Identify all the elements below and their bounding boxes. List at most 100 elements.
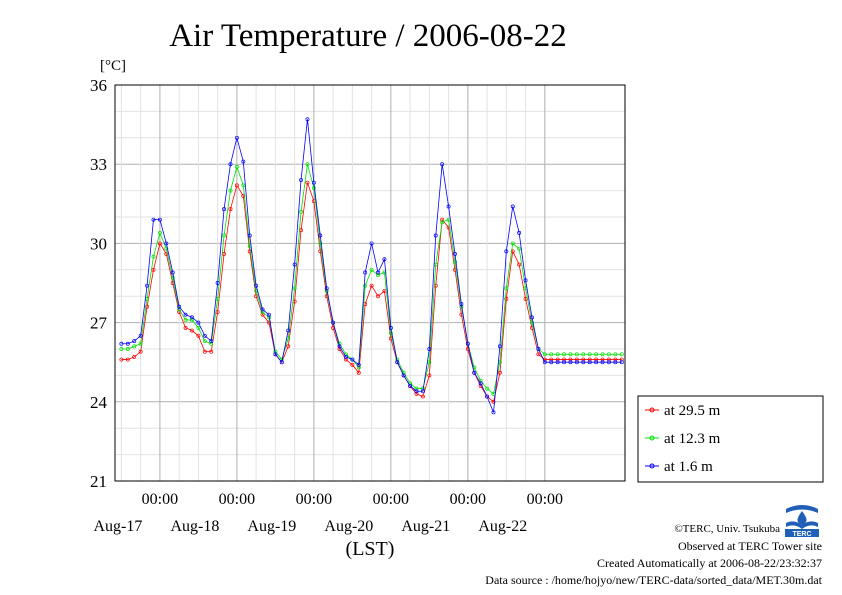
data-point bbox=[183, 312, 188, 317]
data-point bbox=[376, 273, 380, 278]
data-point bbox=[491, 410, 496, 415]
data-point bbox=[420, 389, 425, 394]
data-point bbox=[555, 352, 560, 357]
y-tick-label: 33 bbox=[90, 155, 107, 174]
data-point bbox=[151, 217, 156, 222]
data-point bbox=[594, 357, 599, 362]
data-point bbox=[267, 312, 271, 317]
data-point bbox=[222, 233, 227, 238]
data-point bbox=[138, 341, 143, 346]
data-point bbox=[478, 381, 483, 386]
data-point bbox=[581, 352, 586, 357]
data-point bbox=[279, 360, 284, 365]
data-point bbox=[183, 318, 188, 322]
data-point bbox=[600, 360, 605, 365]
data-point bbox=[555, 357, 560, 362]
data-point bbox=[305, 180, 310, 185]
data-point bbox=[164, 246, 169, 251]
logo-wave-top bbox=[786, 505, 818, 513]
data-point bbox=[382, 257, 387, 262]
data-point bbox=[157, 230, 162, 235]
data-point bbox=[472, 370, 477, 375]
data-point bbox=[190, 318, 194, 322]
data-point bbox=[587, 357, 592, 362]
data-point bbox=[369, 267, 374, 272]
data-point bbox=[510, 249, 515, 254]
data-point bbox=[613, 357, 618, 362]
plot-frame bbox=[114, 84, 626, 482]
data-point bbox=[132, 339, 137, 344]
data-point bbox=[202, 333, 207, 338]
data-point bbox=[222, 207, 227, 212]
data-point bbox=[119, 341, 124, 346]
data-point bbox=[241, 193, 246, 198]
data-point bbox=[485, 394, 490, 399]
data-point bbox=[562, 357, 567, 362]
data-point bbox=[530, 315, 534, 320]
data-point bbox=[292, 262, 297, 267]
data-point bbox=[619, 360, 624, 365]
data-point bbox=[613, 352, 618, 357]
data-point bbox=[125, 357, 130, 362]
data-source-note: Data source : /home/hojyo/new/TERC-data/… bbox=[485, 573, 822, 587]
data-point bbox=[555, 360, 560, 365]
data-point bbox=[376, 270, 380, 275]
data-point bbox=[356, 365, 361, 370]
x-day-label: Aug-18 bbox=[170, 518, 219, 535]
data-point bbox=[202, 349, 207, 354]
y-tick-label: 27 bbox=[90, 314, 108, 333]
data-point bbox=[196, 320, 201, 325]
data-point bbox=[504, 249, 509, 254]
data-point bbox=[234, 164, 239, 169]
legend-label: at 29.5 m bbox=[664, 403, 721, 419]
data-point bbox=[132, 354, 137, 359]
data-point bbox=[613, 360, 618, 365]
data-point bbox=[164, 241, 169, 246]
series-line bbox=[121, 182, 622, 403]
data-point bbox=[125, 347, 130, 351]
data-point bbox=[536, 352, 541, 357]
data-point bbox=[311, 186, 316, 190]
data-point bbox=[350, 362, 355, 367]
data-point bbox=[215, 281, 220, 285]
data-point bbox=[574, 352, 579, 357]
data-point bbox=[119, 357, 124, 362]
data-point bbox=[151, 267, 156, 272]
data-point bbox=[388, 331, 393, 336]
data-point bbox=[190, 315, 194, 320]
data-point bbox=[209, 341, 214, 346]
data-point bbox=[619, 352, 624, 357]
legend-label: at 1.6 m bbox=[664, 459, 713, 475]
data-point bbox=[427, 373, 432, 378]
data-point bbox=[363, 283, 368, 288]
data-point bbox=[234, 135, 239, 140]
x-day-label: Aug-17 bbox=[93, 518, 142, 535]
data-point bbox=[331, 320, 336, 325]
data-point bbox=[600, 357, 605, 362]
data-point bbox=[549, 352, 554, 357]
data-point bbox=[562, 360, 567, 365]
data-point bbox=[446, 204, 451, 209]
data-point bbox=[427, 347, 432, 351]
legend-swatch-marker bbox=[649, 463, 655, 469]
data-point bbox=[504, 296, 509, 301]
data-point bbox=[292, 286, 297, 291]
data-point bbox=[388, 325, 393, 330]
x-tick-label: 00:00 bbox=[296, 491, 332, 508]
data-point bbox=[619, 357, 624, 362]
logo-wave-bottom bbox=[786, 521, 818, 529]
data-point bbox=[465, 341, 470, 346]
data-point bbox=[337, 344, 342, 349]
series-line bbox=[121, 119, 622, 413]
data-point bbox=[587, 352, 592, 357]
x-axis-label: (LST) bbox=[346, 538, 395, 560]
data-point bbox=[202, 339, 207, 344]
data-point bbox=[132, 344, 137, 349]
data-point bbox=[485, 386, 490, 391]
data-point bbox=[318, 233, 323, 238]
data-point bbox=[440, 162, 445, 167]
data-point bbox=[517, 230, 522, 235]
data-point bbox=[177, 304, 182, 309]
data-point bbox=[504, 286, 509, 291]
